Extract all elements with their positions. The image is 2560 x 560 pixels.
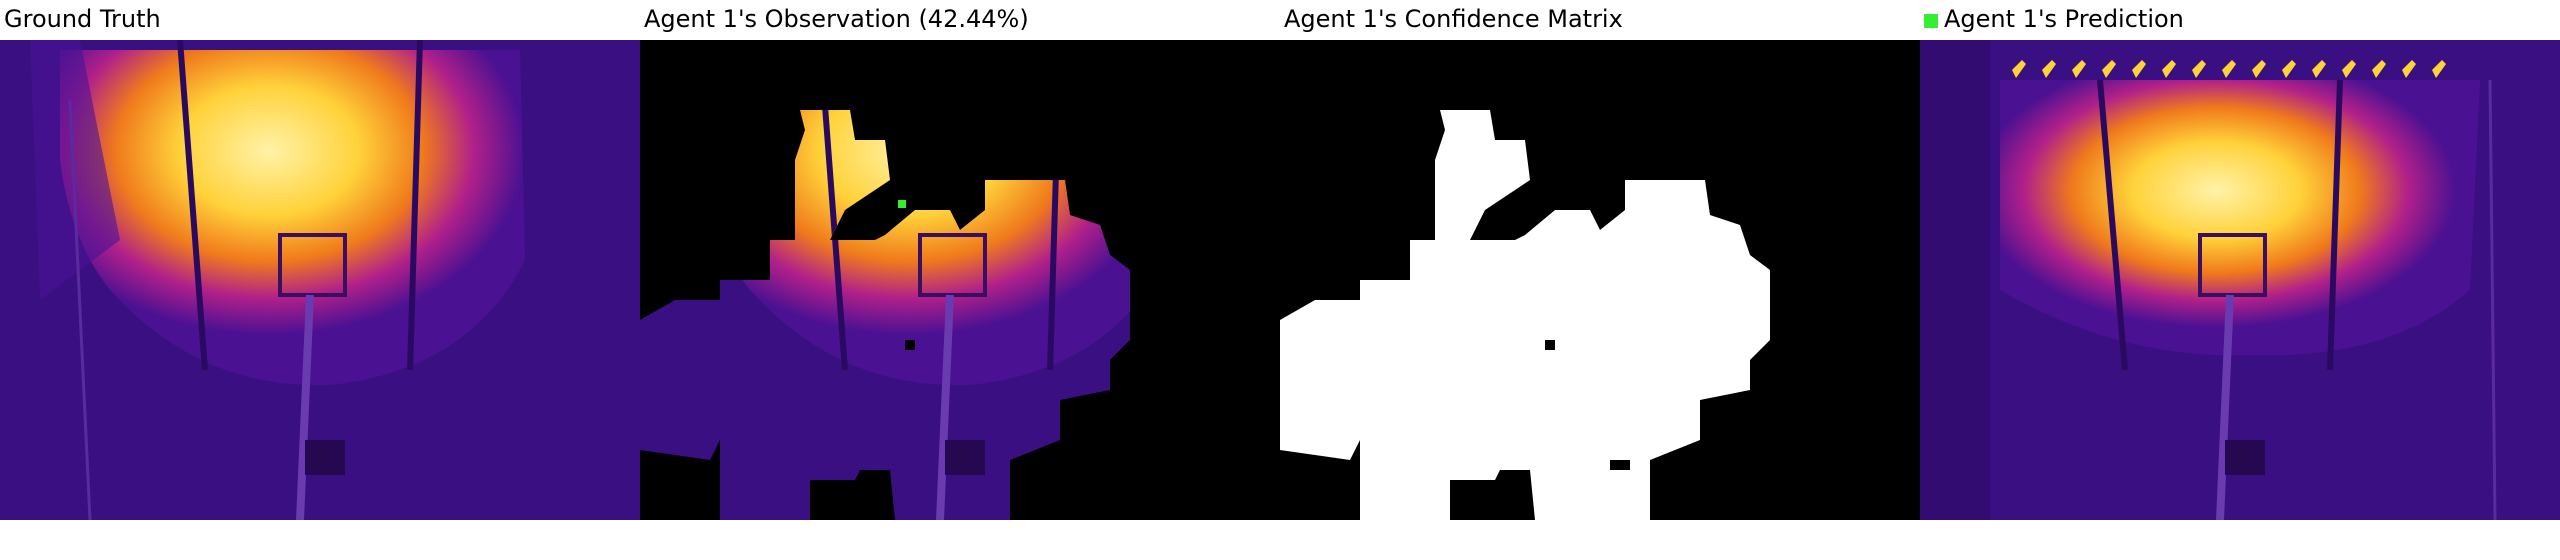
panel-title: Ground Truth	[4, 5, 161, 33]
prediction-image	[1920, 40, 2560, 520]
panel-ground-truth: Ground Truth	[0, 0, 640, 520]
panel-title: Agent 1's Prediction	[1924, 2, 2184, 36]
panel-title: Agent 1's Confidence Matrix	[1284, 5, 1623, 33]
legend-agent-icon	[1924, 14, 1938, 28]
panel-observation: Agent 1's Observation (42.44%)	[640, 0, 1280, 520]
agent-position-marker	[898, 200, 906, 208]
panel-confidence-matrix: Agent 1's Confidence Matrix	[1280, 0, 1920, 520]
observation-image	[640, 40, 1280, 520]
panel-title: Agent 1's Observation (42.44%)	[644, 5, 1029, 33]
confidence-matrix-image	[1280, 40, 1920, 520]
panel-prediction: Agent 1's Prediction	[1920, 0, 2560, 520]
ground-truth-image	[0, 40, 640, 520]
prediction-title-text: Agent 1's Prediction	[1944, 5, 2184, 33]
